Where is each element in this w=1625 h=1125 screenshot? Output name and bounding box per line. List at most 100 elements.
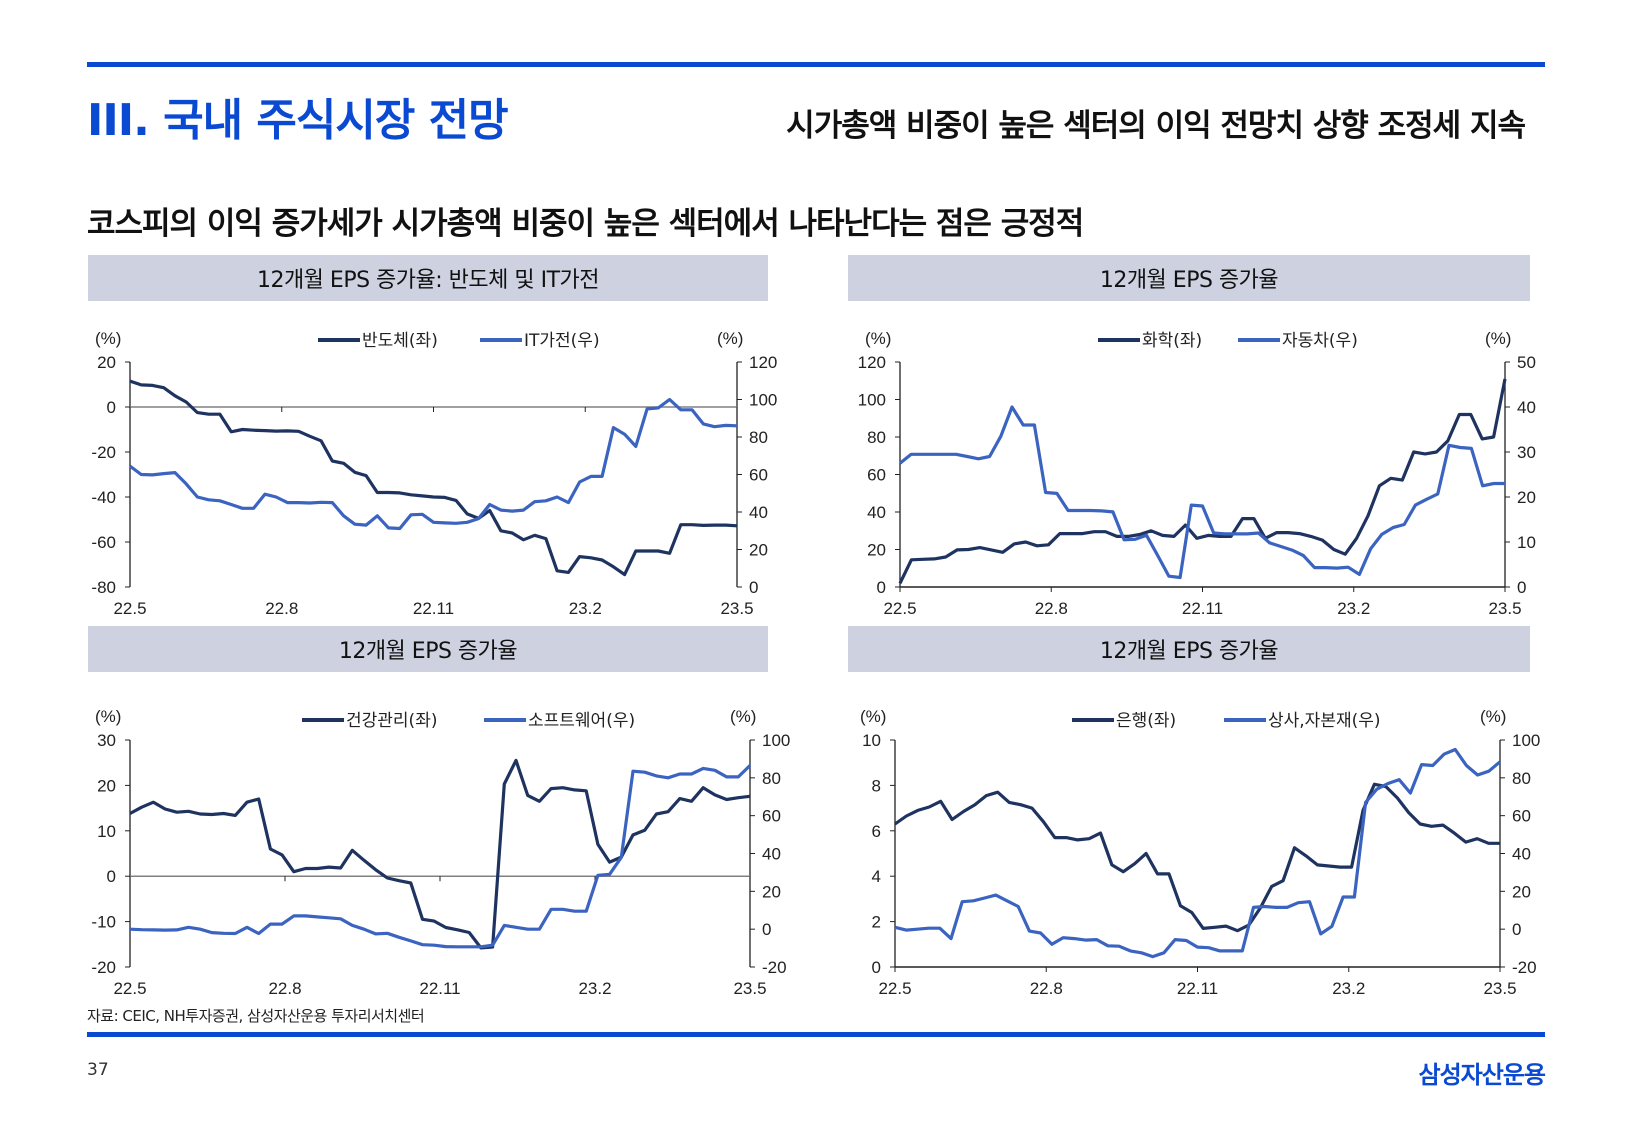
right-tick-label: 60 bbox=[762, 807, 781, 826]
x-tick-label: 22.5 bbox=[113, 979, 146, 998]
right-tick-label: 0 bbox=[749, 578, 758, 597]
x-tick-label: 22.5 bbox=[113, 599, 146, 618]
left-tick-label: -40 bbox=[91, 488, 116, 507]
series-line-1 bbox=[129, 379, 738, 577]
left-tick-label: 80 bbox=[867, 428, 886, 447]
chart-3-title: 12개월 EPS 증가율 bbox=[88, 626, 768, 672]
x-tick-label: 22.5 bbox=[878, 979, 911, 998]
right-tick-label: 80 bbox=[1512, 769, 1531, 788]
left-tick-label: 20 bbox=[97, 776, 116, 795]
left-unit-label: (%) bbox=[95, 329, 121, 348]
x-tick-label: 23.5 bbox=[720, 599, 753, 618]
right-tick-label: 40 bbox=[762, 845, 781, 864]
x-tick-label: 23.5 bbox=[1483, 979, 1516, 998]
left-unit-label: (%) bbox=[95, 707, 121, 726]
top-rule bbox=[87, 62, 1545, 67]
x-tick-label: 22.8 bbox=[1035, 599, 1068, 618]
series-line-1 bbox=[894, 782, 1500, 933]
right-tick-label: 0 bbox=[1517, 578, 1526, 597]
legend-label: 반도체(좌) bbox=[362, 331, 438, 351]
section-title: III. 국내 주식시장 전망 bbox=[87, 95, 509, 146]
x-tick-label: 23.5 bbox=[1488, 599, 1521, 618]
left-tick-label: 120 bbox=[858, 353, 886, 372]
legend-label: 상사,자본재(우) bbox=[1268, 711, 1381, 731]
legend-label: 건강관리(좌) bbox=[346, 711, 437, 731]
headline: 코스피의 이익 증가세가 시가총액 비중이 높은 섹터에서 나타난다는 점은 긍… bbox=[87, 206, 1084, 242]
x-tick-label: 22.11 bbox=[419, 979, 460, 998]
left-tick-label: 10 bbox=[97, 822, 116, 841]
x-tick-label: 23.2 bbox=[1332, 979, 1365, 998]
series-line-2 bbox=[898, 405, 1505, 580]
left-tick-label: 100 bbox=[858, 391, 886, 410]
x-tick-label: 22.8 bbox=[1030, 979, 1063, 998]
right-tick-label: 100 bbox=[762, 731, 790, 750]
left-tick-label: 0 bbox=[877, 578, 886, 597]
left-tick-label: -20 bbox=[91, 958, 116, 977]
left-tick-label: 0 bbox=[107, 398, 116, 417]
section-subtitle: 시가총액 비중이 높은 섹터의 이익 전망치 상향 조정세 지속 bbox=[786, 108, 1526, 144]
right-tick-label: 0 bbox=[1512, 920, 1521, 939]
page-number: 37 bbox=[87, 1060, 109, 1080]
x-tick-label: 22.11 bbox=[1177, 979, 1218, 998]
left-tick-label: 30 bbox=[97, 731, 116, 750]
right-tick-label: 20 bbox=[749, 541, 768, 560]
right-tick-label: 100 bbox=[1512, 731, 1540, 750]
right-tick-label: 0 bbox=[762, 920, 771, 939]
right-tick-label: 40 bbox=[749, 503, 768, 522]
legend-label: 화학(좌) bbox=[1142, 331, 1202, 351]
right-tick-label: 80 bbox=[749, 428, 768, 447]
right-tick-label: 20 bbox=[1517, 488, 1536, 507]
left-tick-label: 2 bbox=[872, 913, 881, 932]
chart-4-title: 12개월 EPS 증가율 bbox=[848, 626, 1530, 672]
left-tick-label: -20 bbox=[91, 443, 116, 462]
x-tick-label: 22.11 bbox=[1182, 599, 1223, 618]
x-tick-label: 23.2 bbox=[569, 599, 602, 618]
legend-label: 은행(좌) bbox=[1116, 711, 1176, 731]
right-tick-label: 50 bbox=[1517, 353, 1536, 372]
x-tick-label: 23.5 bbox=[733, 979, 766, 998]
right-tick-label: 20 bbox=[1512, 882, 1531, 901]
x-tick-label: 22.8 bbox=[268, 979, 301, 998]
legend-label: IT가전(우) bbox=[524, 331, 600, 351]
legend-label: 소프트웨어(우) bbox=[528, 711, 635, 731]
left-tick-label: 20 bbox=[867, 541, 886, 560]
right-unit-label: (%) bbox=[717, 329, 743, 348]
right-tick-label: 120 bbox=[749, 353, 777, 372]
series-line-2 bbox=[129, 397, 738, 531]
right-tick-label: 30 bbox=[1517, 443, 1536, 462]
series-line-2 bbox=[129, 764, 752, 949]
left-tick-label: 4 bbox=[872, 867, 881, 886]
right-tick-label: 10 bbox=[1517, 533, 1536, 552]
series-line-2 bbox=[894, 747, 1502, 959]
x-tick-label: 22.8 bbox=[265, 599, 298, 618]
left-tick-label: -10 bbox=[91, 913, 116, 932]
source-note: 자료: CEIC, NH투자증권, 삼성자산운용 투자리서치센터 bbox=[87, 1007, 425, 1025]
right-tick-label: 20 bbox=[762, 882, 781, 901]
x-tick-label: 23.2 bbox=[578, 979, 611, 998]
brand-logo: 삼성자산운용 bbox=[1418, 1061, 1546, 1089]
left-tick-label: 8 bbox=[872, 776, 881, 795]
legend-label: 자동차(우) bbox=[1282, 331, 1358, 351]
right-tick-label: 80 bbox=[762, 769, 781, 788]
right-unit-label: (%) bbox=[1485, 329, 1511, 348]
right-unit-label: (%) bbox=[1480, 707, 1506, 726]
left-tick-label: 40 bbox=[867, 503, 886, 522]
left-tick-label: 0 bbox=[872, 958, 881, 977]
right-tick-label: 40 bbox=[1512, 845, 1531, 864]
chart-2-title: 12개월 EPS 증가율 bbox=[848, 255, 1530, 301]
left-tick-label: 0 bbox=[107, 867, 116, 886]
series-line-1 bbox=[129, 758, 751, 950]
left-tick-label: 60 bbox=[867, 466, 886, 485]
right-tick-label: 100 bbox=[749, 391, 777, 410]
right-tick-label: 60 bbox=[749, 466, 768, 485]
left-tick-label: -60 bbox=[91, 533, 116, 552]
bottom-rule bbox=[87, 1032, 1545, 1037]
x-tick-label: 22.11 bbox=[413, 599, 454, 618]
left-tick-label: 6 bbox=[872, 822, 881, 841]
right-tick-label: 60 bbox=[1512, 807, 1531, 826]
left-tick-label: 20 bbox=[97, 353, 116, 372]
